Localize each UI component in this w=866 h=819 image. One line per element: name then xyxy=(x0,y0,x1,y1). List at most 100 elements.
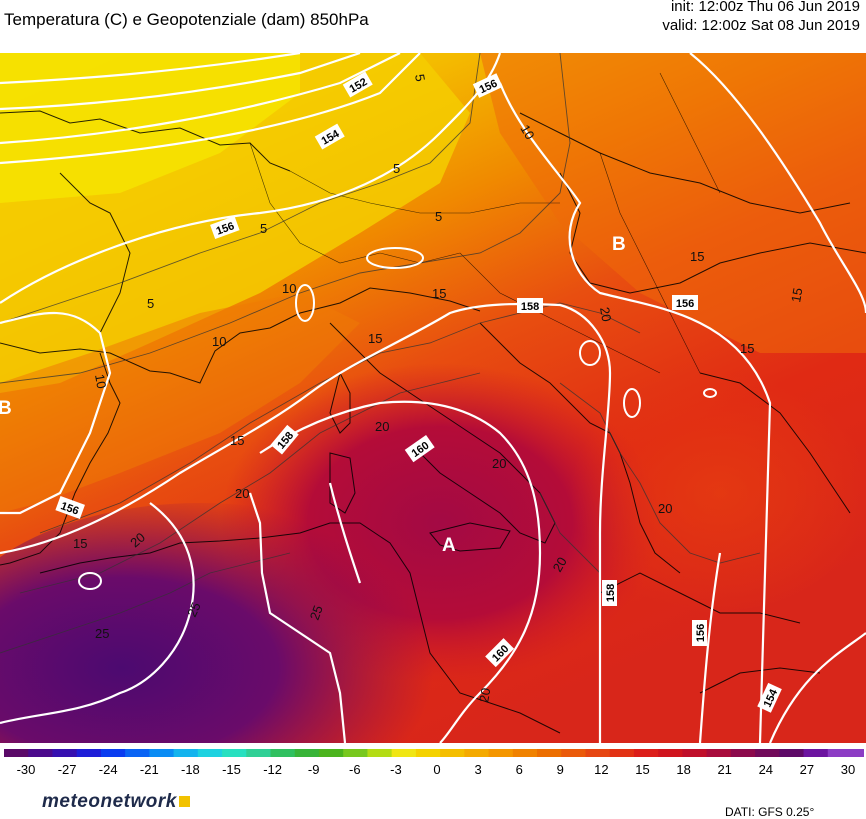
isotherm-label: 5 xyxy=(147,296,154,311)
isotherm-label: 20 xyxy=(550,554,570,574)
isotherm-label: 10 xyxy=(282,281,296,296)
geopotential-label-group: 152 154 156 156 156 156 158 158 158 160 … xyxy=(55,71,782,713)
colorbar-end-swatch xyxy=(852,749,864,757)
colorbar-tick-label: 30 xyxy=(841,762,855,777)
warm-area-balkans xyxy=(570,373,866,613)
colorbar-swatch xyxy=(440,749,465,757)
colorbar-swatch xyxy=(512,749,538,757)
colorbar-swatch xyxy=(318,749,344,757)
geopotential-label: 158 xyxy=(602,580,617,606)
colorbar-tick-label: 24 xyxy=(759,762,773,777)
colorbar-swatch xyxy=(4,749,29,757)
geopotential-label: 156 xyxy=(55,496,85,520)
colorbar-tick-label: -24 xyxy=(99,762,118,777)
isotherm-label: 20 xyxy=(476,687,493,704)
colorbar-svg: -30 -27 -24 -21 -18 -15 -12 -9 -6 -3 0 3 6 9 12 15 18 21 2… xyxy=(4,749,864,777)
low-pressure-marker: B xyxy=(612,234,626,255)
meteonetwork-logo: meteonetwork xyxy=(42,791,190,813)
isotherm-label: 20 xyxy=(658,501,672,516)
colorbar-swatch xyxy=(367,749,393,757)
isotherm-label: 10 xyxy=(92,373,109,390)
hottest-area-africa xyxy=(0,503,460,743)
colorbar-swatch xyxy=(149,749,175,757)
colorbar-swatch xyxy=(294,749,320,757)
colorbar-swatch xyxy=(682,749,708,757)
isotherm-label: 15 xyxy=(73,536,87,551)
colorbar-tick-label: -6 xyxy=(349,762,361,777)
warm-band-west xyxy=(0,293,360,513)
colorbar-swatch xyxy=(488,749,514,757)
isotherm-label: 10 xyxy=(212,334,226,349)
colorbar-swatch xyxy=(125,749,150,757)
isotherm-label: 20 xyxy=(235,486,249,501)
isotherm-label: 20 xyxy=(597,306,614,323)
colorbar-tick-label: -3 xyxy=(390,762,402,777)
colorbar-swatch xyxy=(609,749,635,757)
colorbar-tick-label: 3 xyxy=(474,762,481,777)
colorbar-swatch xyxy=(585,749,611,757)
colorbar-tick-label: -12 xyxy=(263,762,282,777)
colorbar-swatch xyxy=(28,749,54,757)
colorbar-tick-label: 0 xyxy=(433,762,440,777)
small-contours xyxy=(78,247,717,590)
colorbar-swatch xyxy=(52,749,78,757)
colorbar-swatch xyxy=(464,749,490,757)
svg-text:156: 156 xyxy=(59,500,80,518)
svg-text:156: 156 xyxy=(215,220,236,238)
geopotential-contours xyxy=(0,53,866,743)
coastlines xyxy=(0,110,866,734)
geopotential-label: 156 xyxy=(692,620,707,646)
map-svg: 152 154 156 156 156 156 158 158 158 160 … xyxy=(0,53,866,743)
svg-text:156: 156 xyxy=(695,624,707,642)
isotherm-label: 25 xyxy=(95,626,109,641)
colorbar-swatch xyxy=(658,749,683,757)
coldest-area-north xyxy=(0,53,300,203)
colorbar-tick-label: 15 xyxy=(635,762,649,777)
colorbar-tick-label: 12 xyxy=(594,762,608,777)
isotherm-label: 5 xyxy=(412,73,428,83)
colorbar-tick-label: 18 xyxy=(676,762,690,777)
colorbar-swatch xyxy=(246,749,272,757)
colorbar-swatch xyxy=(391,749,417,757)
colorbar-swatch xyxy=(561,749,587,757)
isotherm-label: 15 xyxy=(230,433,244,448)
colorbar-swatch xyxy=(827,749,853,757)
colorbar-swatch xyxy=(197,749,223,757)
colorbar: -30 -27 -24 -21 -18 -15 -12 -9 -6 -3 0 3 6 9 12 15 18 21 2… xyxy=(0,747,866,787)
isotherm-label: 5 xyxy=(393,161,400,176)
colorbar-swatch xyxy=(415,749,441,757)
pressure-centers: B A B xyxy=(0,234,626,556)
svg-text:158: 158 xyxy=(521,301,539,313)
isotherm-label: 20 xyxy=(492,456,506,471)
isotherm-label: 15 xyxy=(788,287,805,304)
isotherm-label-group: 5 5 5 5 5 10 10 10 10 15 15 15 15 15 15 … xyxy=(73,73,805,704)
svg-text:156: 156 xyxy=(676,298,694,310)
borders xyxy=(249,72,721,374)
colorbar-swatch xyxy=(270,749,296,757)
isotherm-label: 5 xyxy=(435,209,442,224)
colorbar-tick-label: -21 xyxy=(140,762,159,777)
chart-title: Temperatura (C) e Geopotenziale (dam) 85… xyxy=(4,10,369,29)
colorbar-swatch xyxy=(633,749,659,757)
colorbar-ticks: -30 -27 -24 -21 -18 -15 -12 -9 -6 -3 0 3 6 9 12 15 18 21 2… xyxy=(17,762,856,777)
high-pressure-marker: A xyxy=(442,535,456,556)
colorbar-tick-label: 27 xyxy=(800,762,814,777)
valid-time: valid: 12:00z Sat 08 Jun 2019 xyxy=(662,17,860,34)
colorbar-tick-label: -27 xyxy=(58,762,77,777)
colorbar-swatch xyxy=(803,749,829,757)
isotherm-label: 15 xyxy=(432,286,446,301)
colorbar-tick-label: -15 xyxy=(222,762,241,777)
colorbar-swatch xyxy=(779,749,805,757)
logo-text: meteonetwork xyxy=(42,791,177,812)
colorbar-tick-label: -18 xyxy=(181,762,200,777)
init-time: init: 12:00z Thu 06 Jun 2019 xyxy=(670,0,860,15)
isotherm-label: 25 xyxy=(307,603,326,622)
low-pressure-marker: B xyxy=(0,398,12,419)
isotherm-label: 10 xyxy=(517,122,537,142)
isotherm-label: 15 xyxy=(368,331,382,346)
colorbar-tick-label: -30 xyxy=(17,762,36,777)
colorbar-tick-label: -9 xyxy=(308,762,320,777)
geopotential-label: 158 xyxy=(517,298,543,313)
isotherm-label: 15 xyxy=(740,341,754,356)
isotherm-label: 5 xyxy=(260,221,267,236)
